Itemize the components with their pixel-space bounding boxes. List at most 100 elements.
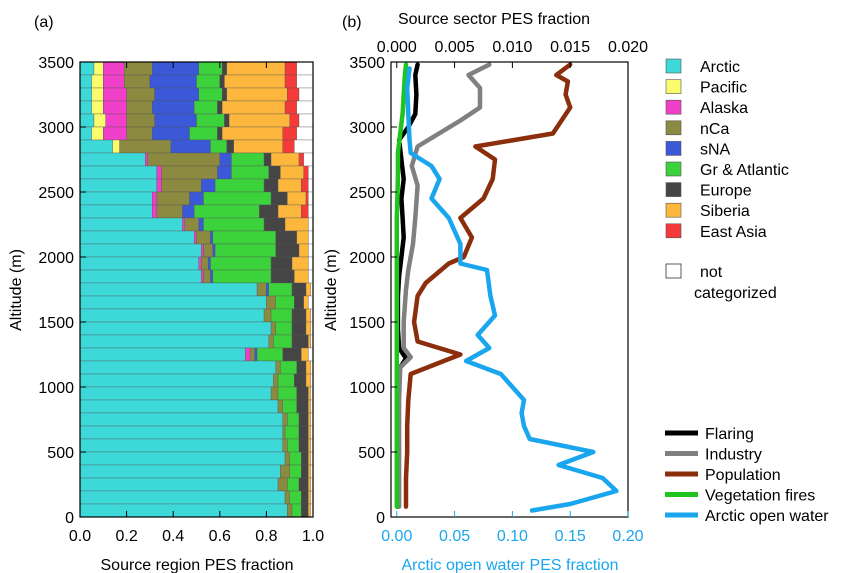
bar-segment-sna <box>200 178 216 193</box>
bar-segment-gr-and-atlantic <box>196 74 220 89</box>
legend-swatch-pacific <box>665 79 682 94</box>
bar-segment-east-asia <box>301 204 309 219</box>
bar-segment-europe <box>291 334 309 349</box>
bar-segment-siberia <box>305 308 311 323</box>
bar-segment-alaska <box>145 152 148 167</box>
series-line-arctic-open-water <box>404 66 619 513</box>
bar-segment-nca <box>200 256 209 271</box>
bar-segment-siberia <box>308 503 311 518</box>
bar-segment-europe <box>301 464 309 479</box>
bar-segment-gr-and-atlantic <box>289 464 302 479</box>
bar-segment-arctic <box>79 152 146 167</box>
bar-segment-siberia <box>308 412 311 427</box>
bar-segment-sna <box>170 139 211 154</box>
bar-segment-gr-and-atlantic <box>273 334 293 349</box>
bar-segment-pacific <box>91 87 104 102</box>
top-x-tick-label: 0.005 <box>435 39 475 56</box>
bar-segment-gr-and-atlantic <box>231 165 269 180</box>
bar-segment-gr-and-atlantic <box>275 295 295 310</box>
bar-segment-alaska <box>103 100 127 115</box>
bar-segment-gr-and-atlantic <box>287 412 300 427</box>
bar-segment-europe <box>291 282 307 297</box>
bar-segment-nca <box>282 412 288 427</box>
legend-label-arctic: Arctic <box>700 59 740 76</box>
y-tick-label: 2000 <box>349 250 385 267</box>
bar-segment-sna <box>217 165 232 180</box>
bar-segment-arctic <box>79 295 267 310</box>
bar-segment-arctic <box>79 191 153 206</box>
bar-segment-arctic <box>79 360 276 375</box>
bar-segment-siberia <box>308 464 311 479</box>
bar-segment-siberia <box>308 334 311 349</box>
bar-segment-east-asia <box>282 126 297 141</box>
legend-label-east-asia: East Asia <box>700 224 767 241</box>
bar-segment-alaska <box>105 113 127 128</box>
bar-segment-pacific <box>91 100 104 115</box>
bar-segment-gr-and-atlantic <box>189 126 218 141</box>
bar-segment-nca <box>275 360 281 375</box>
bar-segment-nca <box>196 230 211 245</box>
bar-segment-gr-and-atlantic <box>287 477 300 492</box>
bar-segment-siberia <box>296 230 309 245</box>
bar-segment-nca <box>263 308 272 323</box>
bar-segment-nca <box>126 100 153 115</box>
bar-segment-arctic <box>79 100 92 115</box>
bar-segment-siberia <box>303 295 309 310</box>
x-tick-label: 0.0 <box>69 528 91 545</box>
bar-segment-pacific <box>93 113 106 128</box>
bar-segment-gr-and-atlantic <box>210 139 227 154</box>
bottom-x-tick-label: 0.10 <box>497 528 528 545</box>
bar-segment-nca <box>282 438 288 453</box>
bar-segment-nca <box>161 178 202 193</box>
bar-segment-not-categorized <box>308 243 314 258</box>
bar-segment-europe <box>301 490 309 505</box>
bar-segment-nca <box>270 321 276 336</box>
bar-segment-not-categorized <box>296 74 314 89</box>
bar-segment-europe <box>219 74 225 89</box>
y-tick-label: 0 <box>376 510 385 527</box>
bar-segment-nca <box>156 191 190 206</box>
bar-segment-sna <box>254 347 258 362</box>
bar-segment-sna <box>154 113 197 128</box>
bottom-x-tick-label: 0.20 <box>612 528 643 545</box>
bar-segment-east-asia <box>284 100 297 115</box>
bar-segment-europe <box>298 425 309 440</box>
bar-segment-nca <box>282 425 286 440</box>
bar-segment-gr-and-atlantic <box>270 308 293 323</box>
y-tick-label: 500 <box>47 445 74 462</box>
bar-segment-sna <box>266 282 269 297</box>
legend-label-vegetation-fires: Vegetation fires <box>705 488 815 505</box>
bar-segment-nca <box>126 87 155 102</box>
bar-segment-gr-and-atlantic <box>275 321 293 336</box>
legend-swatch-east-asia <box>665 223 682 239</box>
y-tick-label: 2500 <box>349 185 385 202</box>
bar-segment-gr-and-atlantic <box>289 490 302 505</box>
bar-segment-siberia <box>308 451 311 466</box>
bar-segment-alaska <box>103 61 125 76</box>
bar-segment-siberia <box>291 256 309 271</box>
stacked-bars <box>79 61 314 518</box>
bar-segment-europe <box>275 230 297 245</box>
bar-segment-nca <box>124 61 153 76</box>
bar-segment-arctic <box>79 269 202 284</box>
bar-segment-siberia <box>221 100 286 115</box>
bar-segment-gr-and-atlantic <box>277 373 295 388</box>
bar-segment-not-categorized <box>298 87 314 102</box>
bar-segment-not-categorized <box>308 256 314 271</box>
bar-segment-europe <box>301 503 309 518</box>
bar-segment-east-asia <box>305 191 309 206</box>
panel-a-xlabel: Source region PES fraction <box>101 557 294 573</box>
bar-segment-not-categorized <box>308 347 314 362</box>
bar-segment-siberia <box>305 282 311 297</box>
bar-segment-siberia <box>287 191 307 206</box>
bar-segment-alaska <box>198 256 202 271</box>
legend-label-flaring: Flaring <box>705 426 754 443</box>
bar-segment-alaska <box>152 191 158 206</box>
bar-segment-siberia <box>226 61 286 76</box>
bar-segment-arctic <box>79 139 113 154</box>
bar-segment-gr-and-atlantic <box>193 204 260 219</box>
bar-segment-not-categorized <box>308 295 314 310</box>
bar-segment-not-categorized <box>298 113 314 128</box>
bar-segment-europe <box>282 347 302 362</box>
bar-segment-nca <box>266 295 276 310</box>
